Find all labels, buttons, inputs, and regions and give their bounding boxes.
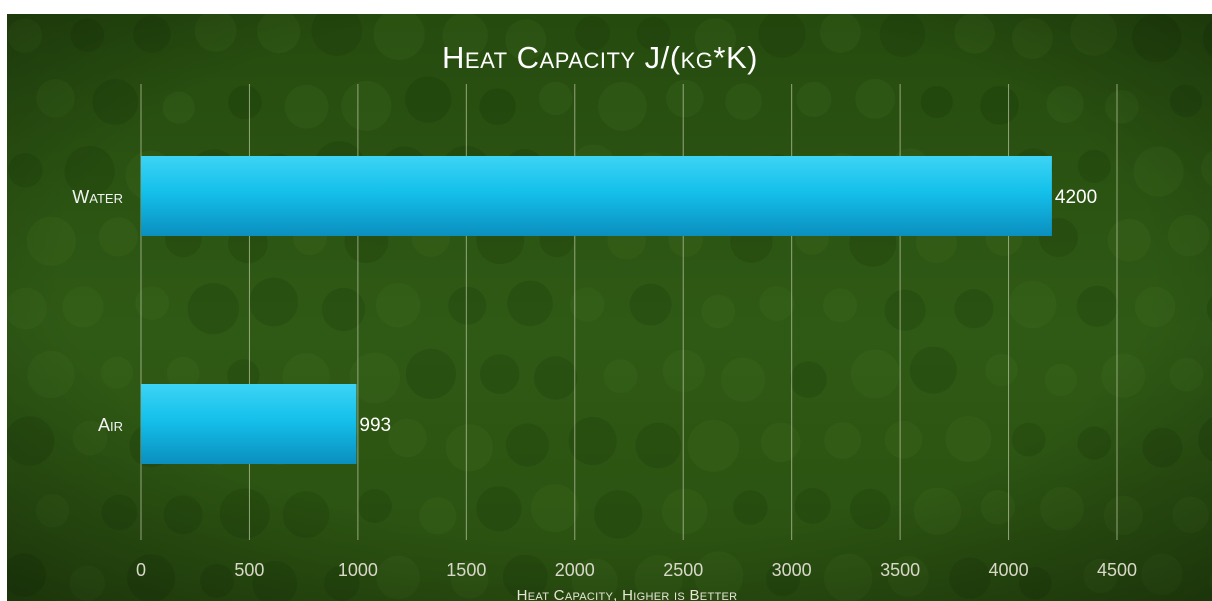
x-tick-label: 0 (136, 560, 146, 580)
category-label-air: Air (98, 415, 123, 435)
x-tick-label: 500 (234, 560, 264, 580)
bar-air (141, 384, 357, 464)
value-labels: 4200 993 (359, 187, 1097, 436)
bar-water (141, 156, 1052, 236)
x-tick-label: 4000 (989, 560, 1029, 580)
x-axis-label: Heat Capacity, Higher is Better (517, 587, 738, 601)
bars (141, 156, 1052, 464)
x-tick-label: 3000 (772, 560, 812, 580)
left-frame (0, 0, 7, 601)
x-tick-label: 1500 (446, 560, 486, 580)
value-label-air: 993 (359, 415, 391, 436)
x-tick-label: 4500 (1097, 560, 1137, 580)
x-tick-label: 2000 (555, 560, 595, 580)
chart-title: Heat Capacity J/(kg*K) (442, 40, 758, 75)
value-label-water: 4200 (1055, 187, 1097, 208)
category-label-water: Water (72, 187, 123, 207)
x-axis-tick-labels: 0 500 1000 1500 2000 2500 3000 3500 4000 4500 (136, 560, 1137, 580)
x-tick-label: 3500 (880, 560, 920, 580)
x-tick-label: 1000 (338, 560, 378, 580)
x-tick-label: 2500 (663, 560, 703, 580)
top-frame (0, 0, 1212, 14)
category-labels: Water Air (72, 187, 123, 435)
